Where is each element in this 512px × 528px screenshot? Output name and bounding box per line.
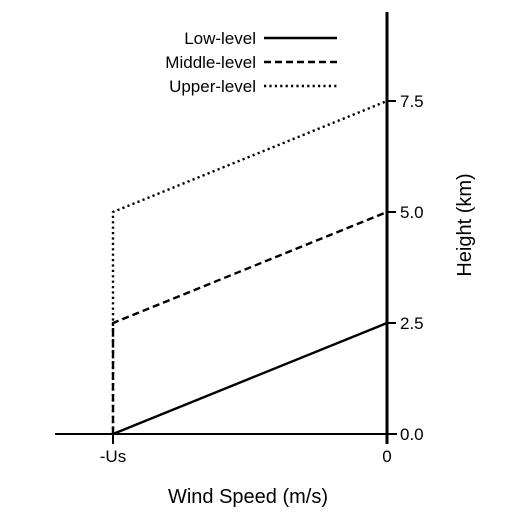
y-tick-label: 0.0 xyxy=(400,425,424,444)
axes xyxy=(55,12,397,444)
plot-area xyxy=(111,99,388,436)
x-tick-label: -Us xyxy=(100,447,126,466)
series-line-upper-level xyxy=(111,99,388,434)
legend-label: Upper-level xyxy=(169,77,256,96)
series-line-middle-level xyxy=(111,210,388,434)
legend: Low-level Middle-level Upper-level xyxy=(165,29,337,96)
y-tick-labels: 0.0 2.5 5.0 7.5 xyxy=(400,92,424,444)
y-tick-label: 7.5 xyxy=(400,92,424,111)
legend-label: Middle-level xyxy=(165,53,256,72)
x-tick-labels: -Us 0 xyxy=(100,447,392,466)
x-axis-label: Wind Speed (m/s) xyxy=(168,486,328,508)
y-axis-label: Height (km) xyxy=(454,173,476,276)
y-tick-label: 5.0 xyxy=(400,203,424,222)
legend-label: Low-level xyxy=(184,29,256,48)
series-line-low-level xyxy=(112,321,388,436)
x-tick-label: 0 xyxy=(382,447,391,466)
y-tick-label: 2.5 xyxy=(400,314,424,333)
